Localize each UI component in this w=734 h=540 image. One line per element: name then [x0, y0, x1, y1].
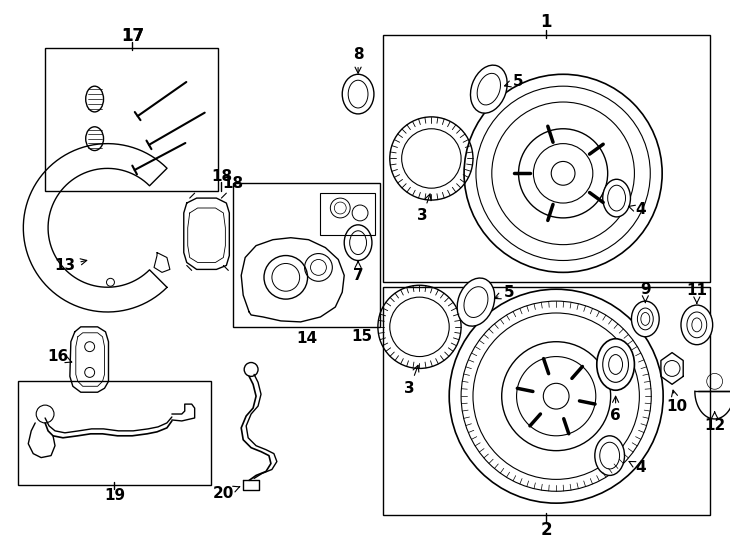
Ellipse shape — [86, 127, 103, 151]
Bar — [18, 381, 211, 485]
Ellipse shape — [681, 305, 713, 345]
Text: 10: 10 — [666, 390, 688, 414]
Text: 13: 13 — [54, 258, 87, 273]
Ellipse shape — [86, 86, 103, 112]
Text: 11: 11 — [686, 283, 708, 303]
Ellipse shape — [595, 436, 625, 475]
Ellipse shape — [631, 301, 659, 337]
Text: 18: 18 — [222, 176, 244, 191]
Text: 6: 6 — [610, 396, 621, 423]
Text: 19: 19 — [104, 488, 125, 503]
Text: 12: 12 — [704, 412, 725, 434]
Text: 15: 15 — [352, 329, 373, 345]
Text: 4: 4 — [629, 460, 646, 475]
Ellipse shape — [457, 278, 495, 326]
Text: 3: 3 — [417, 194, 431, 224]
Ellipse shape — [342, 75, 374, 114]
Text: 5: 5 — [504, 74, 524, 89]
Ellipse shape — [603, 179, 631, 217]
Text: 2: 2 — [540, 521, 552, 539]
Circle shape — [244, 362, 258, 376]
Ellipse shape — [597, 339, 634, 390]
Text: 17: 17 — [120, 26, 144, 45]
Text: 8: 8 — [353, 47, 363, 73]
Ellipse shape — [470, 65, 507, 113]
Bar — [321, 193, 375, 235]
Text: 20: 20 — [213, 486, 240, 501]
Bar — [383, 287, 710, 515]
Text: 18: 18 — [211, 169, 232, 184]
Text: 7: 7 — [353, 261, 363, 283]
Text: 17: 17 — [120, 26, 144, 45]
Bar — [45, 48, 219, 191]
Text: 3: 3 — [404, 365, 419, 396]
Text: 4: 4 — [628, 202, 646, 218]
Bar — [383, 35, 710, 282]
Ellipse shape — [344, 225, 372, 260]
Text: 16: 16 — [48, 349, 72, 364]
Text: 9: 9 — [640, 282, 650, 302]
Text: 5: 5 — [495, 285, 514, 300]
Text: 14: 14 — [296, 331, 317, 346]
Text: 1: 1 — [540, 13, 552, 31]
Bar — [233, 183, 380, 327]
